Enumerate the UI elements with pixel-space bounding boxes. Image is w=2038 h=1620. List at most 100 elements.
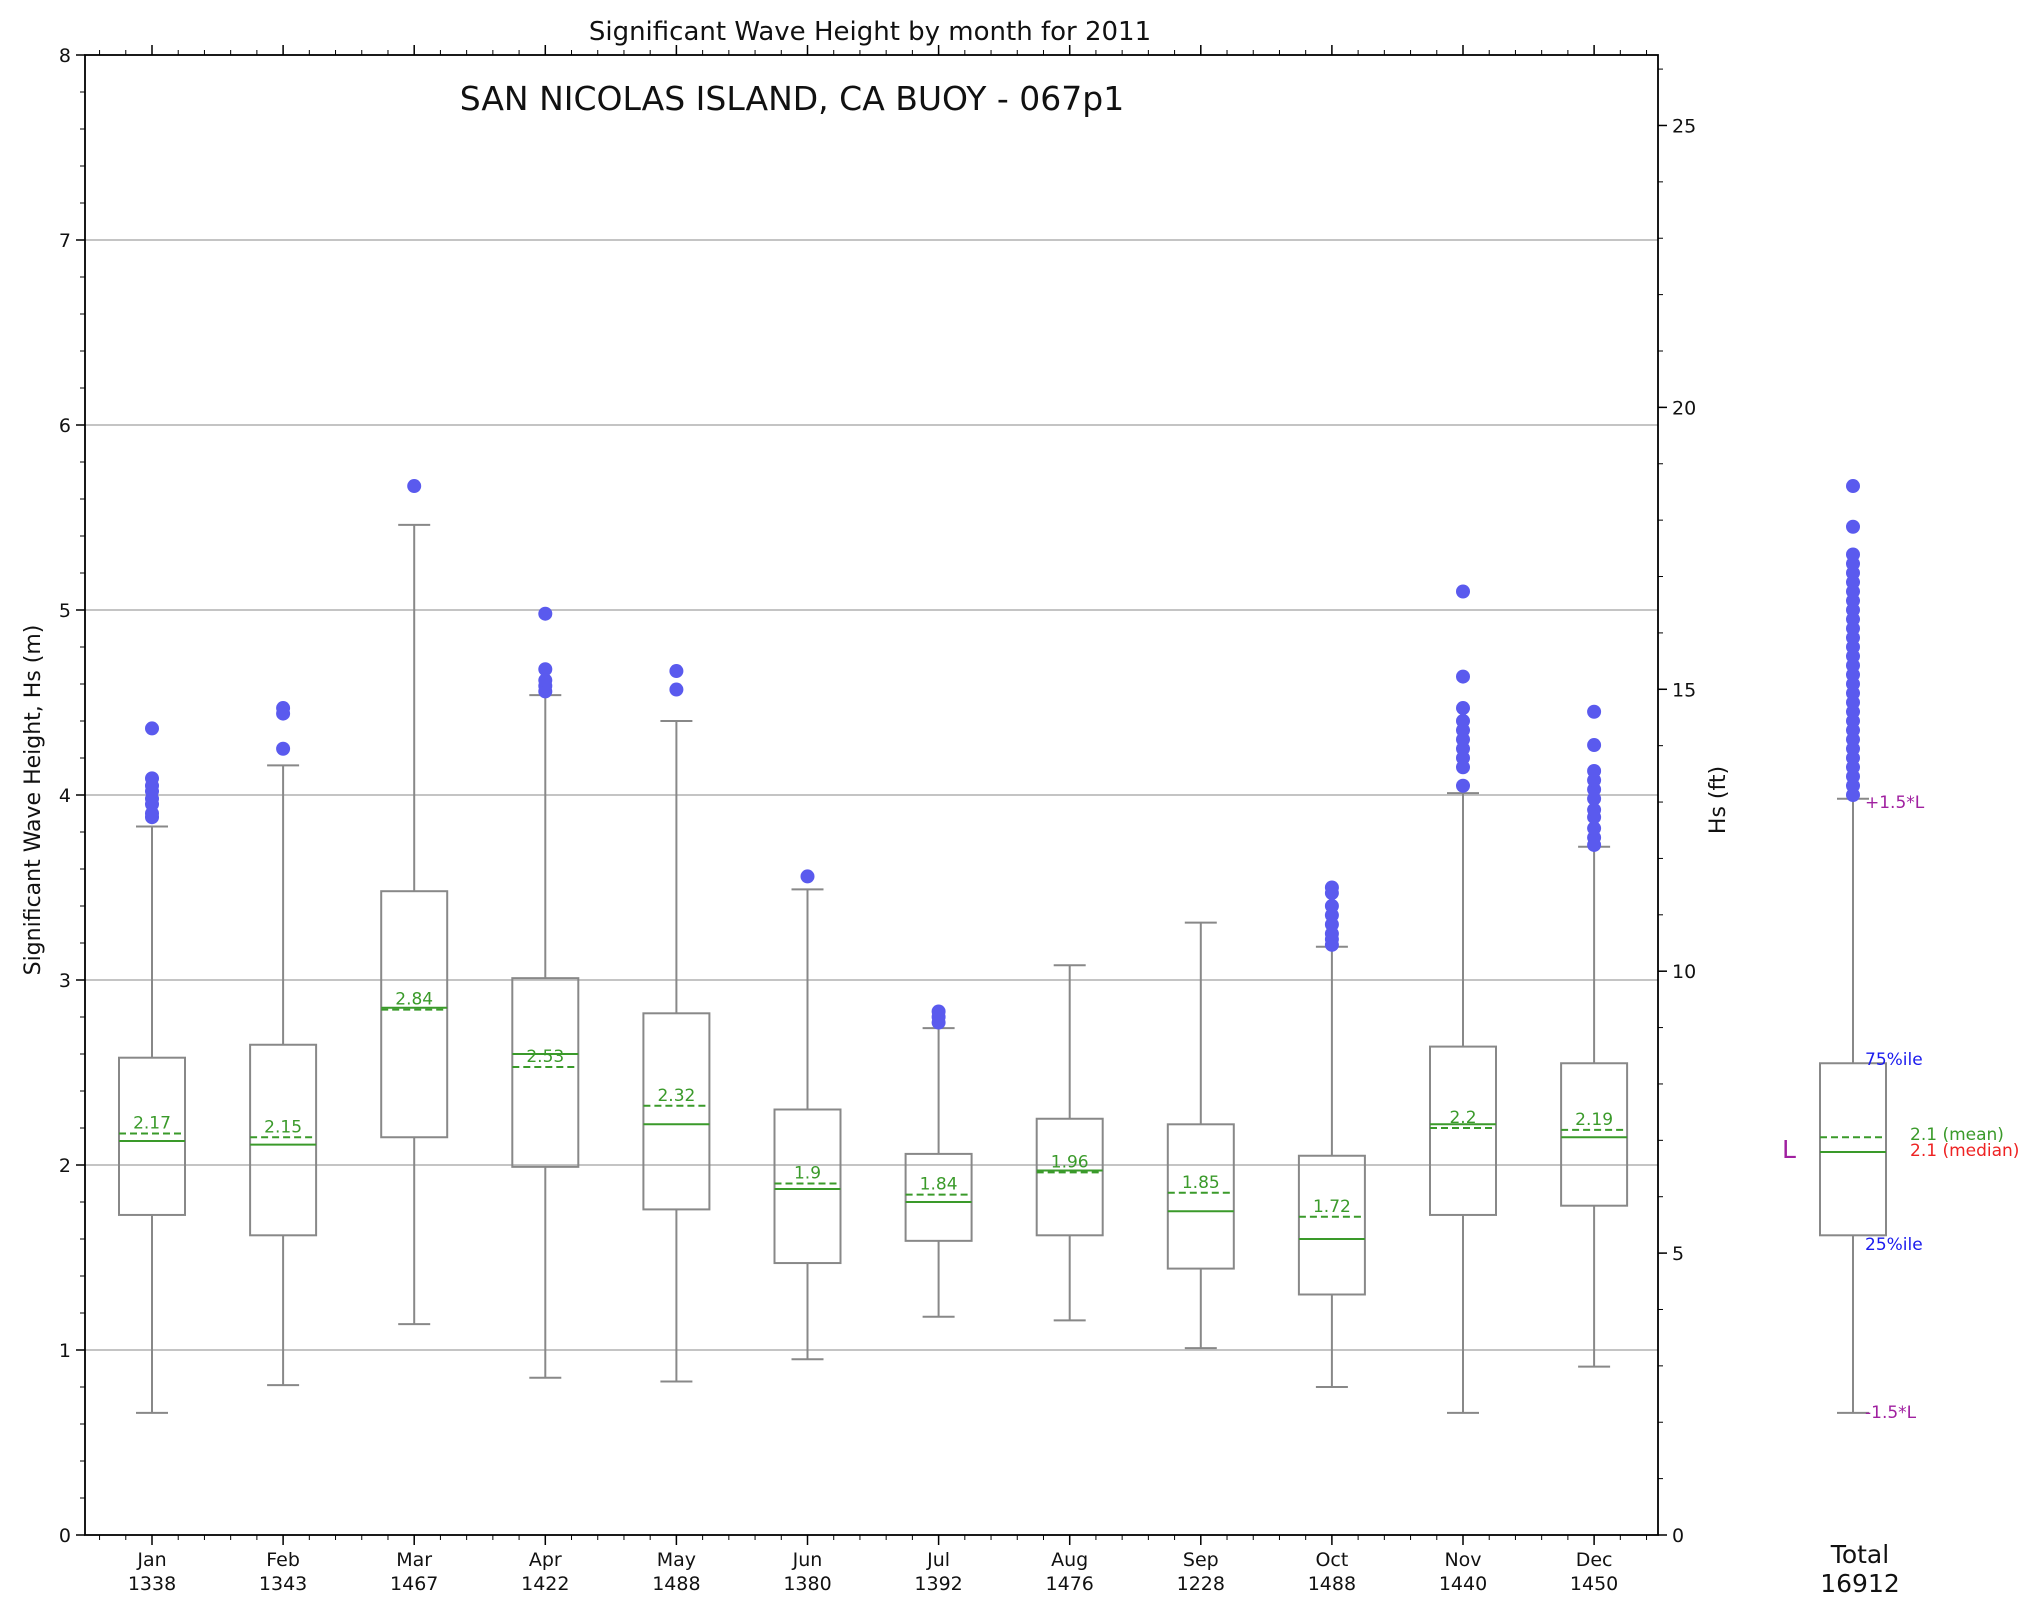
grid-lines bbox=[85, 239, 1658, 1351]
box-nov-outlier-point bbox=[1456, 714, 1470, 728]
box-nov-outlier-point bbox=[1456, 584, 1470, 599]
y-right-tick-label: 5 bbox=[1672, 1243, 1684, 1265]
box-feb-box-group: 2.15 bbox=[249, 701, 318, 1387]
chart-title: Significant Wave Height by month for 201… bbox=[589, 17, 1151, 47]
legend-upper-limit: +1.5*L bbox=[1865, 793, 1925, 813]
box-apr-box-group: 2.53 bbox=[511, 606, 580, 1379]
x-tick-label: Sep bbox=[1183, 1549, 1219, 1571]
box-may-outlier-point bbox=[669, 682, 684, 697]
total-label: Total bbox=[1830, 1540, 1889, 1569]
box-jan-iqr-box bbox=[118, 1056, 186, 1216]
x-count-label: 1422 bbox=[521, 1573, 569, 1595]
x-tick-label: May bbox=[657, 1549, 696, 1571]
chart-subtitle: SAN NICOLAS ISLAND, CA BUOY - 067p1 bbox=[460, 79, 1124, 118]
box-apr-outlier-point bbox=[538, 606, 553, 621]
x-tick-label: Nov bbox=[1444, 1549, 1481, 1571]
box-nov-mean-label: 2.2 bbox=[1449, 1108, 1476, 1128]
x-tick-label: Apr bbox=[529, 1549, 562, 1571]
box-dec-iqr-box bbox=[1560, 1062, 1629, 1207]
box-total-iqr-box bbox=[1819, 1062, 1887, 1237]
y-axis-right-label: Hs (ft) bbox=[1706, 766, 1731, 834]
legend-mean: 2.1 (mean) bbox=[1910, 1125, 2004, 1145]
box-aug-box-group: 1.96 bbox=[1035, 964, 1104, 1322]
y-tick-label: 8 bbox=[59, 45, 71, 67]
x-count-label: 1343 bbox=[259, 1573, 307, 1595]
box-nov-outlier-point bbox=[1456, 778, 1470, 793]
x-tick-label: Mar bbox=[396, 1549, 432, 1571]
box-feb-iqr-box bbox=[249, 1043, 318, 1237]
y-tick-label: 7 bbox=[59, 230, 71, 252]
y-right-tick-label: 0 bbox=[1672, 1525, 1684, 1547]
box-nov-iqr-box bbox=[1429, 1045, 1497, 1216]
box-apr-mean-label: 2.53 bbox=[526, 1047, 564, 1067]
y-right-tick-label: 15 bbox=[1672, 679, 1696, 701]
box-nov-outlier-point bbox=[1456, 669, 1470, 684]
x-count-label: 1476 bbox=[1046, 1573, 1094, 1595]
box-jan-mean-label: 2.17 bbox=[133, 1114, 171, 1134]
y-tick-label: 6 bbox=[59, 415, 71, 437]
legend-median: 2.1 (median) bbox=[1910, 1141, 2019, 1161]
x-tick-label: Feb bbox=[266, 1549, 300, 1571]
x-tick-label: Dec bbox=[1576, 1549, 1613, 1571]
box-feb-mean-label: 2.15 bbox=[264, 1117, 302, 1137]
box-aug-mean-label: 1.96 bbox=[1051, 1152, 1089, 1172]
box-may-iqr-box bbox=[642, 1012, 711, 1211]
box-dec-outlier-point bbox=[1587, 821, 1602, 836]
box-aug-iqr-box bbox=[1035, 1117, 1104, 1237]
box-oct-mean-label: 1.72 bbox=[1313, 1197, 1351, 1217]
x-tick-label: Jan bbox=[136, 1549, 166, 1571]
box-feb-outlier-point bbox=[276, 701, 291, 716]
box-oct-outlier-point bbox=[1324, 880, 1339, 895]
box-jul-outlier-point bbox=[931, 1004, 946, 1019]
box-oct-iqr-box bbox=[1297, 1154, 1366, 1296]
y-right-tick-label: 10 bbox=[1672, 961, 1696, 983]
legend-25-percentile: 25%ile bbox=[1865, 1235, 1923, 1255]
box-apr-iqr-box bbox=[511, 977, 580, 1168]
x-count-label: 1467 bbox=[390, 1573, 438, 1595]
x-count-label: 1380 bbox=[783, 1573, 831, 1595]
box-sep-box-group: 1.85 bbox=[1166, 921, 1235, 1350]
box-dec-outlier-point bbox=[1587, 738, 1602, 753]
legend-75-percentile: 75%ile bbox=[1865, 1050, 1923, 1070]
y-axis-label: Significant Wave Height, Hs (m) bbox=[21, 625, 46, 976]
x-count-label: 1440 bbox=[1439, 1573, 1487, 1595]
box-sep-iqr-box bbox=[1166, 1123, 1235, 1270]
box-jun-outlier-point bbox=[800, 869, 815, 884]
y-tick-label: 0 bbox=[59, 1525, 71, 1547]
x-tick-label: Jun bbox=[792, 1549, 823, 1571]
box-mar-outlier-point bbox=[407, 479, 422, 494]
box-oct-outlier-point bbox=[1324, 899, 1339, 913]
box-nov-outlier-point bbox=[1456, 701, 1470, 716]
box-mar-iqr-box bbox=[380, 890, 449, 1139]
box-jan-outlier-point bbox=[145, 771, 159, 786]
box-jul-box-group: 1.84 bbox=[904, 1004, 973, 1318]
x-count-label: 1450 bbox=[1570, 1573, 1618, 1595]
box-dec-outlier-point bbox=[1587, 704, 1602, 719]
y-tick-label: 1 bbox=[59, 1340, 71, 1362]
x-tick-label: Oct bbox=[1315, 1549, 1348, 1571]
box-jun-box-group: 1.9 bbox=[773, 869, 842, 1361]
box-jun-iqr-box bbox=[773, 1108, 842, 1265]
box-jan-outlier-point bbox=[145, 721, 159, 736]
box-mar-mean-label: 2.84 bbox=[395, 990, 433, 1010]
y-right-tick-label: 25 bbox=[1672, 115, 1696, 137]
legend-iqr-label: L bbox=[1782, 1135, 1796, 1164]
box-total-outlier-point bbox=[1846, 479, 1860, 494]
x-count-label: 1228 bbox=[1177, 1573, 1225, 1595]
box-oct-box-group: 1.72 bbox=[1297, 880, 1366, 1388]
x-count-label: 1488 bbox=[652, 1573, 700, 1595]
box-apr-outlier-point bbox=[538, 662, 553, 677]
box-jul-mean-label: 1.84 bbox=[920, 1175, 958, 1195]
box-jul-iqr-box bbox=[904, 1152, 973, 1242]
box-total-outlier-point bbox=[1846, 547, 1860, 562]
box-dec-box-group: 2.19 bbox=[1560, 704, 1629, 1368]
box-total-box-group bbox=[1819, 479, 1887, 1414]
box-dec-outlier-point bbox=[1587, 763, 1602, 778]
y-right-tick-label: 20 bbox=[1672, 397, 1696, 419]
box-jun-mean-label: 1.9 bbox=[794, 1164, 821, 1184]
box-mar-box-group: 2.84 bbox=[380, 479, 449, 1326]
box-may-box-group: 2.32 bbox=[642, 664, 711, 1383]
box-plots: 2.17 2.15 2.84 2.53 2.32 1.9 1.84 1.96 1.85 1.72 2… bbox=[118, 479, 1629, 1414]
